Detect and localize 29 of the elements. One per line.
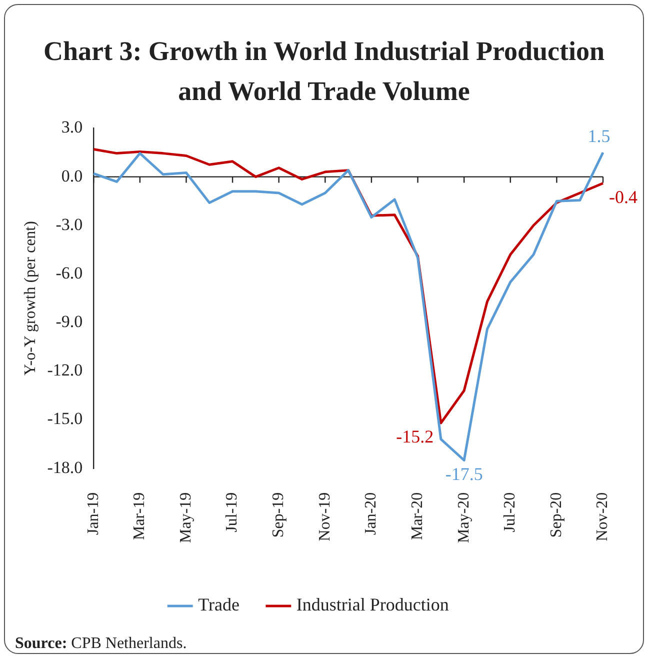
data-label: -15.2: [396, 426, 434, 447]
x-tick-label: Jul-19: [224, 492, 241, 532]
x-tick-label: Jan-19: [84, 492, 102, 535]
y-tick-label: 3.0: [61, 118, 83, 137]
x-tick-label: Jul-20: [502, 492, 519, 532]
legend-label: Industrial Production: [296, 594, 449, 615]
legend-label: Trade: [198, 594, 240, 615]
y-tick-label: -12.0: [47, 360, 83, 380]
x-tick-label: Nov-19: [316, 492, 334, 542]
x-tick-label: May-19: [177, 492, 194, 543]
source-note: Source: CPB Netherlands.: [15, 635, 187, 653]
x-tick-label: May-20: [455, 492, 472, 543]
chart-title: Chart 3: Growth in World Industrial Production and World Trade Volume: [42, 35, 606, 108]
y-axis-title: Y-o-Y growth (per cent): [22, 221, 39, 376]
x-tick-label: Mar-20: [408, 492, 426, 540]
y-tick-label: 0.0: [61, 166, 83, 186]
y-tick-label: -3.0: [56, 214, 83, 234]
y-tick-label: -18.0: [47, 458, 83, 477]
x-tick-label: Jan-20: [362, 492, 380, 535]
y-tick-label: -6.0: [56, 263, 83, 282]
x-tick-label: Nov-20: [594, 492, 612, 542]
data-label: -0.4: [609, 187, 638, 208]
y-tick-label: -9.0: [56, 312, 83, 332]
x-tick-label: Sep-20: [548, 492, 565, 538]
data-label: -17.5: [445, 464, 483, 484]
x-tick-label: Mar-19: [131, 492, 148, 540]
y-tick-label: -15.0: [47, 409, 83, 428]
data-label: 1.5: [588, 126, 610, 146]
x-tick-label: Sep-19: [270, 492, 288, 538]
